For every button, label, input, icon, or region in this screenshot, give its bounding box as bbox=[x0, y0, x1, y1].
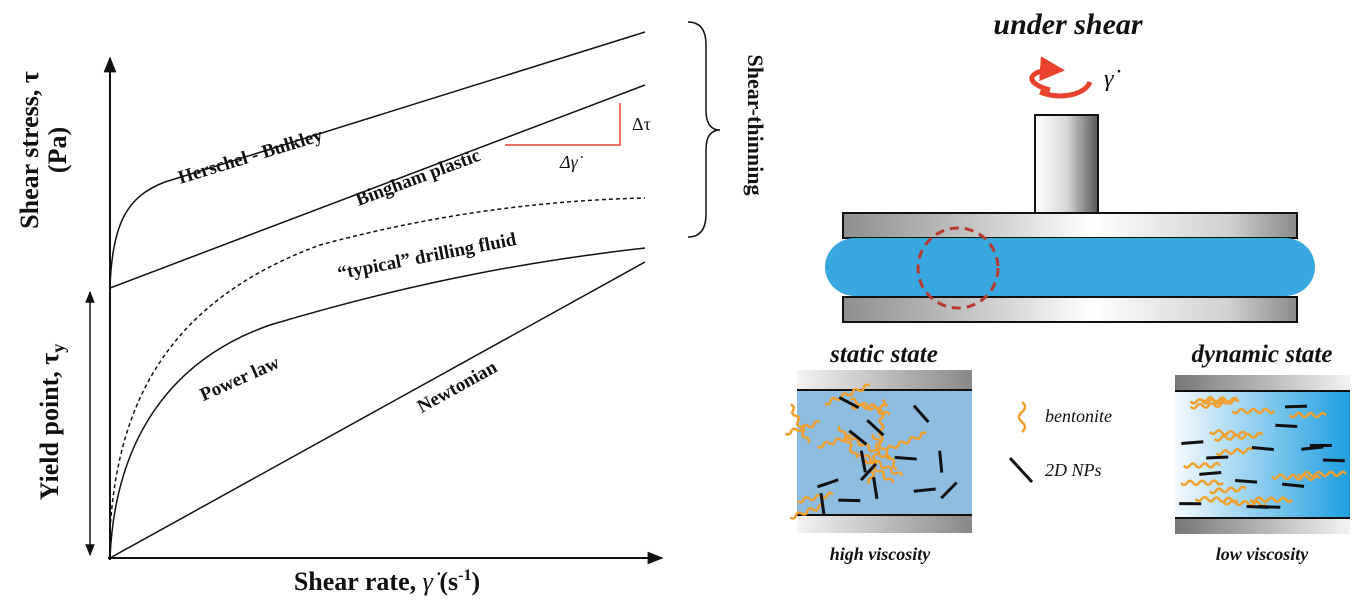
x-unit-close: ) bbox=[471, 567, 480, 596]
static-title: static state bbox=[829, 341, 938, 368]
fluid bbox=[825, 238, 1315, 296]
newtonian-line bbox=[110, 262, 645, 558]
x-label: Shear rate, bbox=[294, 567, 423, 596]
bracket-label: Shear-thinning bbox=[743, 54, 768, 195]
rotation-arrow bbox=[1032, 70, 1060, 90]
nanosheet bbox=[1199, 473, 1221, 475]
yield-title: Yield point, τy bbox=[35, 344, 68, 501]
x-axis-title: Shear rate, γ̇ (s-1) bbox=[294, 567, 480, 596]
legend-label: 2D NPs bbox=[1045, 460, 1102, 480]
delta-tau: Δτ bbox=[632, 114, 651, 134]
yield-label: Yield point, τ bbox=[35, 353, 64, 501]
x-unit: (s bbox=[433, 567, 458, 596]
schematic-title: under shear bbox=[993, 8, 1143, 41]
bottom-plate bbox=[843, 297, 1297, 322]
legend-bentonite-icon bbox=[1019, 402, 1025, 432]
static-caption: high viscosity bbox=[830, 544, 932, 564]
rheology-plot: Herschel - Bulkley Bingham plastic “typi… bbox=[15, 22, 768, 596]
y-axis-unit: (Pa) bbox=[43, 127, 72, 173]
shear-symbol: γ̇ bbox=[1104, 66, 1120, 92]
drilling-fluid-curve bbox=[110, 198, 645, 530]
power-law-curve bbox=[110, 248, 645, 558]
nanosheet bbox=[1247, 507, 1269, 508]
nanosheet bbox=[1206, 457, 1228, 458]
dynamic-title: dynamic state bbox=[1192, 341, 1333, 368]
nanosheet bbox=[1252, 447, 1274, 449]
top-plate bbox=[843, 213, 1297, 238]
slope-triangle bbox=[505, 103, 620, 145]
dynamic-caption: low viscosity bbox=[1216, 544, 1309, 564]
curve-label: Bingham plastic bbox=[353, 145, 483, 211]
dynamic-bottom-plate bbox=[1175, 518, 1350, 534]
nanosheet bbox=[1285, 406, 1307, 407]
dynamic-top-plate bbox=[1175, 375, 1350, 391]
y-axis-title: Shear stress, τ bbox=[15, 71, 44, 229]
legend-np-icon bbox=[1010, 458, 1032, 482]
nanosheet bbox=[1181, 442, 1203, 444]
static-fluid bbox=[797, 390, 972, 515]
nanosheet bbox=[1323, 460, 1345, 461]
static-bottom-plate bbox=[797, 515, 972, 533]
x-exponent: -1 bbox=[458, 567, 471, 584]
nanosheet bbox=[1275, 425, 1297, 426]
curve-label: “typical” drilling fluid bbox=[336, 229, 519, 284]
rod bbox=[1035, 115, 1098, 215]
nanosheet bbox=[1235, 481, 1257, 483]
yield-subscript: y bbox=[48, 344, 68, 353]
legend-label: bentonite bbox=[1045, 406, 1112, 426]
curve-label: Power law bbox=[197, 352, 283, 406]
shear-schematic: under shear γ̇ static state dynamic stat… bbox=[785, 8, 1350, 564]
nanosheet bbox=[895, 457, 917, 459]
figure: Herschel - Bulkley Bingham plastic “typi… bbox=[0, 0, 1354, 601]
static-top-plate bbox=[797, 370, 972, 390]
curve-label: Herschel - Bulkley bbox=[176, 125, 326, 189]
nanosheet bbox=[940, 451, 942, 473]
delta-gamma: Δγ̇ bbox=[559, 152, 584, 172]
brace bbox=[688, 22, 720, 237]
